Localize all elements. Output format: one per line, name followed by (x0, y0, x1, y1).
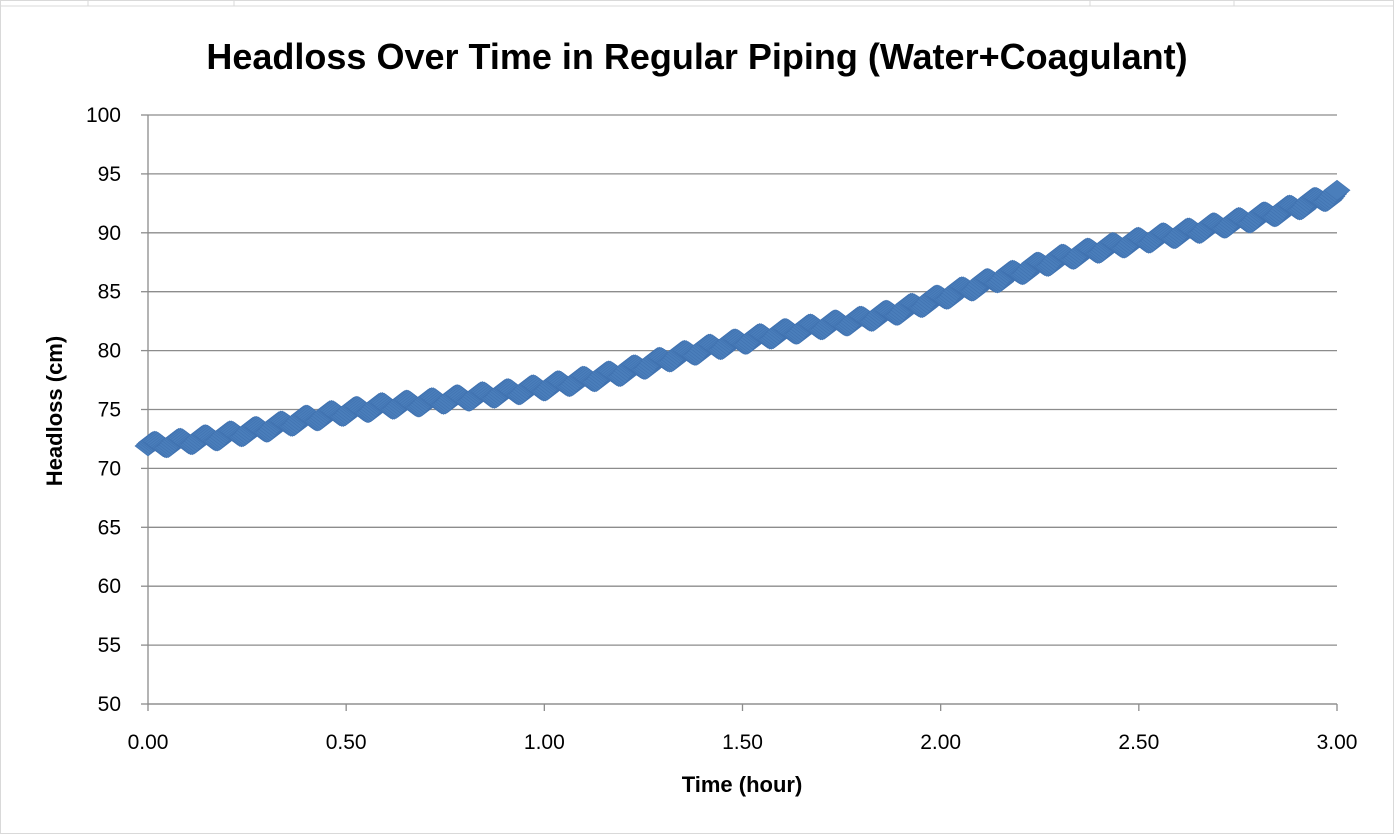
x-axis-title: Time (hour) (682, 772, 803, 797)
y-tick-label: 65 (98, 516, 121, 539)
y-axis-title: Headloss (cm) (42, 336, 67, 486)
x-tick-label: 2.00 (920, 731, 961, 754)
x-tick-label: 0.50 (326, 731, 367, 754)
x-tick-label: 0.00 (128, 731, 169, 754)
y-tick-label: 50 (98, 693, 121, 716)
y-tick-label: 100 (86, 104, 121, 127)
y-tick-label: 90 (98, 222, 121, 245)
y-tick-label: 60 (98, 575, 121, 598)
y-tick-label: 55 (98, 634, 121, 657)
y-axis-tick-labels: 50 55 60 65 70 75 80 85 90 95 100 (86, 104, 121, 716)
axes (141, 114, 1338, 711)
data-point-marker (1323, 179, 1351, 201)
x-tick-label: 1.00 (524, 731, 565, 754)
y-tick-label: 95 (98, 163, 121, 186)
x-axis-tick-labels: 0.00 0.50 1.00 1.50 2.00 2.50 3.00 (128, 731, 1358, 754)
spreadsheet-gridlines (1, 1, 1394, 7)
x-tick-label: 2.50 (1118, 731, 1159, 754)
x-tick-label: 3.00 (1317, 731, 1358, 754)
x-tick-label: 1.50 (722, 731, 763, 754)
y-tick-label: 70 (98, 457, 121, 480)
y-tick-label: 75 (98, 399, 121, 422)
y-tick-label: 85 (98, 281, 121, 304)
y-tick-label: 80 (98, 340, 121, 363)
data-series (134, 179, 1351, 459)
chart-title: Headloss Over Time in Regular Piping (Wa… (206, 36, 1187, 77)
